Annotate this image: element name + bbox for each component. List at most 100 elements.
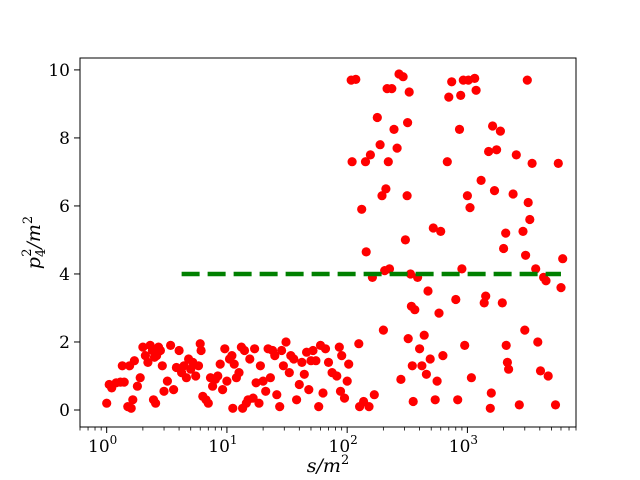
data-point: [151, 398, 161, 408]
data-point: [378, 325, 388, 335]
data-point: [508, 189, 518, 199]
y-axis-label-sub: 4: [34, 249, 49, 257]
data-point: [342, 376, 352, 386]
data-point: [196, 345, 206, 356]
data-point: [119, 377, 129, 387]
data-point: [354, 339, 364, 349]
data-point: [129, 356, 139, 366]
data-point: [392, 143, 402, 153]
data-point: [258, 376, 268, 386]
data-point: [357, 204, 367, 214]
data-point: [220, 344, 230, 354]
data-point: [381, 184, 391, 194]
data-point: [222, 376, 232, 386]
data-point: [434, 308, 444, 318]
data-point: [166, 340, 176, 350]
data-point: [403, 118, 413, 128]
data-point: [410, 305, 420, 315]
data-point: [169, 385, 179, 395]
y-tick-label: 10: [48, 61, 70, 81]
data-point: [294, 379, 304, 390]
data-points: [102, 69, 568, 413]
data-point: [527, 158, 537, 168]
data-point: [234, 368, 244, 378]
x-tick-label: 100: [88, 433, 117, 457]
data-point: [228, 403, 238, 413]
data-point: [347, 157, 357, 167]
data-point: [453, 395, 463, 405]
data-point: [423, 286, 433, 296]
data-point: [272, 390, 282, 400]
data-point: [485, 403, 495, 413]
data-point: [521, 250, 531, 260]
y-tick-label: 0: [59, 401, 70, 421]
data-point: [499, 243, 509, 254]
data-point: [314, 402, 324, 412]
data-point: [383, 157, 393, 167]
data-point: [541, 276, 551, 286]
data-point: [289, 354, 299, 364]
data-point: [497, 298, 507, 308]
data-point: [421, 369, 431, 379]
data-point: [511, 150, 521, 160]
data-point: [556, 283, 566, 293]
data-point: [501, 228, 511, 238]
data-point: [213, 371, 223, 381]
data-point: [143, 357, 153, 367]
data-point: [553, 158, 563, 168]
data-point: [447, 77, 457, 87]
y-axis-label-tail: /m: [23, 224, 45, 250]
y-axis-label: p42/m2: [20, 216, 49, 269]
data-point: [522, 75, 532, 85]
data-point: [323, 357, 334, 367]
data-point: [402, 191, 412, 201]
data-point: [281, 337, 291, 347]
data-point: [337, 351, 347, 361]
data-point: [488, 121, 498, 131]
data-point: [102, 398, 112, 408]
y-axis-label-sup: 2: [20, 248, 35, 256]
data-point: [181, 373, 191, 383]
data-point: [558, 254, 568, 264]
x-axis-label-sup: 2: [341, 453, 349, 468]
x-tick-label: 101: [208, 433, 237, 457]
data-point: [495, 126, 505, 136]
data-point: [375, 140, 385, 150]
data-point: [476, 175, 486, 185]
data-point: [344, 359, 354, 369]
data-point: [486, 388, 496, 398]
data-point: [400, 235, 410, 245]
data-point: [339, 393, 350, 403]
data-point: [308, 345, 318, 356]
data-point: [470, 73, 480, 83]
data-point: [277, 345, 287, 356]
data-point: [320, 344, 331, 354]
data-point: [451, 294, 461, 305]
data-point: [251, 378, 261, 388]
data-point: [155, 345, 165, 356]
data-point: [255, 361, 265, 371]
data-point: [229, 359, 239, 369]
data-point: [369, 390, 379, 400]
data-point: [550, 400, 561, 410]
data-point: [351, 74, 361, 84]
data-point: [466, 373, 476, 383]
data-point: [481, 291, 491, 301]
data-point: [460, 340, 470, 350]
data-point: [407, 361, 417, 371]
x-tick-label: 102: [329, 433, 358, 457]
data-point: [484, 146, 494, 157]
data-point: [396, 374, 406, 384]
data-point: [292, 395, 302, 405]
data-point: [520, 325, 530, 335]
data-point: [377, 191, 387, 201]
data-point: [335, 386, 346, 396]
data-point: [191, 371, 201, 381]
data-point: [215, 359, 225, 369]
data-point: [193, 361, 204, 371]
data-point: [265, 373, 275, 383]
data-point: [492, 145, 502, 155]
data-point: [311, 356, 321, 366]
data-point: [430, 395, 440, 405]
